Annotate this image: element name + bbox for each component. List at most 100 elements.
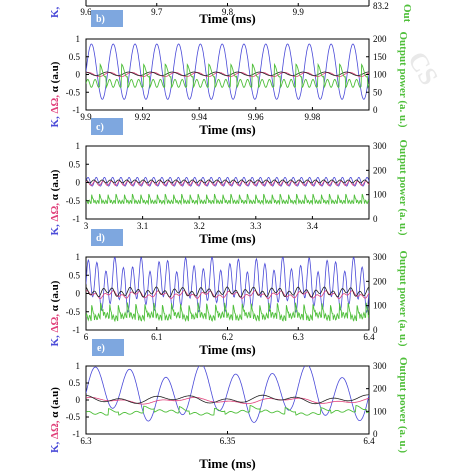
series-line-outputpower — [86, 62, 369, 89]
series-line-k — [86, 43, 369, 100]
y-right-tick-label: 100 — [373, 190, 387, 200]
y-right-tick-label: 100 — [373, 301, 387, 311]
x-tick-label: 6.3 — [293, 332, 305, 342]
series-line- — [86, 394, 369, 405]
x-tick-label: 9.9 — [80, 112, 92, 122]
x-tick-label: 9.94 — [191, 112, 207, 122]
panel-label: e) — [97, 343, 105, 354]
x-axis-title: Time (ms) — [199, 342, 255, 357]
y-axis-title-left: K, ΔΩ, α (a.u) — [49, 61, 61, 127]
y-axis-title-part: ΔΩ, — [49, 420, 61, 441]
panel-e: 1 0.5 0 -0.5 -1 300 200 100 0 6.3 6.35 6.4 Time (ms)… — [49, 339, 409, 471]
x-tick-label: 3.4 — [307, 221, 319, 231]
x-tick-label: 6.35 — [220, 436, 236, 446]
series-line-outputpower — [86, 193, 369, 206]
y-left-tick-label: 1 — [76, 361, 81, 371]
y-axis-title-part: K, — [49, 224, 61, 236]
y-axis-title-left: K, ΔΩ, α (a.u) — [49, 169, 61, 235]
y-right-tick-label: 100 — [373, 406, 387, 416]
series-line- — [86, 71, 369, 77]
y-axis-title-left: K, — [49, 6, 61, 18]
y-right-tick-label: 200 — [373, 34, 387, 44]
series-line-k — [86, 257, 369, 314]
x-tick-label: 9.6 — [80, 7, 92, 17]
y-axis-title-part: K, — [49, 441, 61, 453]
y-right-tick-label: 0 — [373, 214, 378, 224]
y-left-tick-label: 1 — [76, 252, 81, 262]
y-left-tick-label: -1 — [73, 325, 81, 335]
y-axis-title-right: Output power (a. u.) — [397, 357, 409, 453]
x-tick-label: 9.8 — [222, 7, 234, 17]
y-axis-title-part: ΔΩ, — [49, 203, 61, 224]
y-right-tick-label: 300 — [373, 252, 387, 262]
y-axis-title-part: α (a.u) — [49, 169, 61, 203]
y-right-tick-label: 200 — [373, 165, 387, 175]
y-axis-title-left: K, ΔΩ, α (a.u) — [49, 387, 61, 453]
panel-b: 1 0.5 0 -0.5 -1 200 150 100 50 0 9.9 9.92 9.94 9.96 9.… — [49, 10, 409, 137]
y-axis-title-part: ΔΩ, — [49, 314, 61, 335]
x-tick-label: 9.9 — [293, 7, 305, 17]
x-tick-label: 9.96 — [248, 112, 264, 122]
panel-c: 1 0.5 0 -0.5 -1 300 200 100 0 3 3.1 3.2 3.3 3.4 Time (… — [49, 118, 409, 246]
y-left-tick-label: -0.5 — [66, 87, 81, 97]
x-tick-label: 9.92 — [135, 112, 151, 122]
series-line-k — [86, 366, 369, 423]
x-tick-label: 6.4 — [363, 332, 375, 342]
panel-label: d) — [96, 233, 105, 244]
x-tick-label: 6.1 — [151, 332, 162, 342]
y-right-tick-label: 0 — [373, 325, 378, 335]
x-tick-label: 3.2 — [194, 221, 205, 231]
series-line- — [86, 290, 369, 300]
right-tick-label: 83.2 — [373, 1, 389, 11]
y-axis-title-right: Output power (a. u.) — [397, 251, 409, 347]
series-line- — [86, 179, 369, 184]
y-axis-title-right: Output power (a. u.) — [397, 140, 409, 236]
y-left-tick-label: 0 — [76, 178, 81, 188]
panel-label-box — [91, 229, 123, 246]
plot-frame — [85, 38, 370, 111]
panel-a: 9.6 9.7 9.8 9.9 83.2 Time (ms) K, Out — [49, 0, 413, 26]
panel-label: b) — [96, 14, 105, 25]
x-tick-label: 6.4 — [363, 436, 375, 446]
y-axis-title-left: K, ΔΩ, α (a.u) — [49, 280, 61, 346]
y-right-tick-label: 300 — [373, 141, 387, 151]
x-tick-label: 6.2 — [222, 332, 233, 342]
panel-label-box — [91, 118, 123, 135]
series-line-outputpower — [86, 404, 369, 416]
x-tick-label: 6 — [84, 332, 89, 342]
y-right-tick-label: 200 — [373, 384, 387, 394]
y-axis-title-part: α (a.u) — [49, 280, 61, 314]
panel-label-box — [91, 10, 123, 27]
x-axis-title: Time (ms) — [199, 11, 255, 26]
x-tick-label: 9.7 — [151, 7, 163, 17]
series-line- — [86, 286, 369, 298]
y-left-tick-label: 0.5 — [69, 378, 81, 388]
panel-d: 1 0.5 0 -0.5 -1 300 200 100 0 6 6.1 6.2 6.3 6.4 Time (… — [49, 229, 409, 357]
y-axis-title-part: ΔΩ, — [49, 95, 61, 116]
x-axis-title: Time (ms) — [199, 122, 255, 137]
panel-label: c) — [96, 122, 104, 133]
y-axis-title-part: K, — [49, 335, 61, 347]
y-left-tick-label: 0.5 — [69, 52, 81, 62]
y-right-tick-label: 300 — [373, 361, 387, 371]
x-tick-label: 3.3 — [250, 221, 262, 231]
y-right-tick-label: 50 — [373, 87, 383, 97]
y-left-tick-label: 1 — [76, 34, 81, 44]
x-tick-label: 3.1 — [137, 221, 148, 231]
y-left-tick-label: -0.5 — [66, 412, 81, 422]
y-left-tick-label: 1 — [76, 141, 81, 151]
y-right-tick-label: 200 — [373, 276, 387, 286]
y-left-tick-label: -0.5 — [66, 196, 81, 206]
y-right-tick-label: 0 — [373, 105, 378, 115]
y-left-tick-label: -1 — [73, 429, 81, 439]
y-left-tick-label: 0.5 — [69, 159, 81, 169]
y-left-tick-label: 0.5 — [69, 270, 81, 280]
y-left-tick-label: -0.5 — [66, 307, 81, 317]
y-right-tick-label: 150 — [373, 52, 387, 62]
x-axis-title: Time (ms) — [199, 456, 255, 471]
y-left-tick-label: 0 — [76, 289, 81, 299]
y-left-tick-label: -1 — [73, 105, 81, 115]
series-line- — [86, 397, 369, 405]
y-axis-title-right: Out — [401, 4, 413, 23]
